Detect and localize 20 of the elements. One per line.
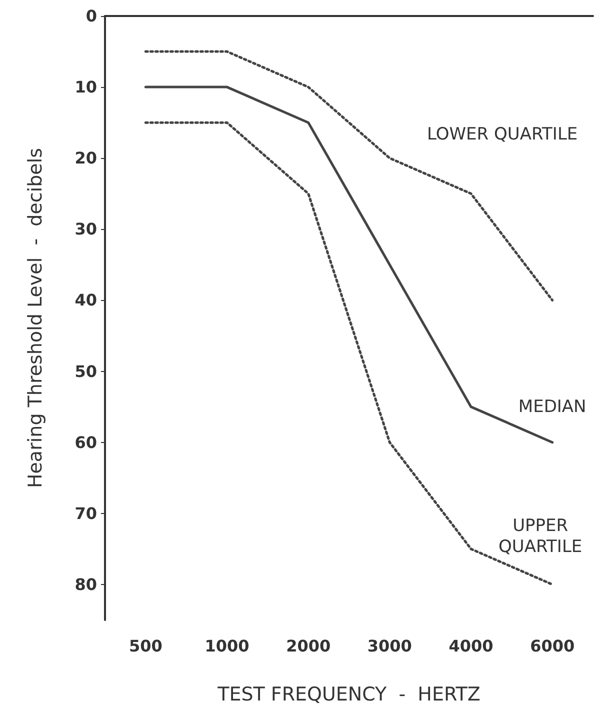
x-tick-label: 3000 [367,636,412,656]
x-tick-label: 500 [128,636,162,656]
x-tick-label: 6000 [530,636,575,656]
y-tick-label: 0 [86,6,97,26]
y-tick-label: 20 [74,148,97,168]
series-label: UPPER QUARTILE [498,516,582,557]
y-axis-title: Hearing Threshold Level - decibels [24,148,46,488]
series-label: MEDIAN [518,396,586,417]
y-tick-label: 40 [74,290,97,310]
x-tick-label: 4000 [448,636,494,656]
y-tick-label: 60 [74,432,97,452]
y-tick-label: 30 [74,220,97,239]
y-tick-label: 50 [74,362,97,381]
y-tick-label: 10 [74,78,97,97]
x-tick-label: 1000 [204,636,250,656]
x-axis-title: TEST FREQUENCY - HERTZ [216,684,480,706]
y-tick-label: 80 [74,574,97,594]
series-label: LOWER QUARTILE [427,124,578,145]
y-tick-label: 70 [74,504,97,523]
x-tick-label: 2000 [286,636,331,656]
